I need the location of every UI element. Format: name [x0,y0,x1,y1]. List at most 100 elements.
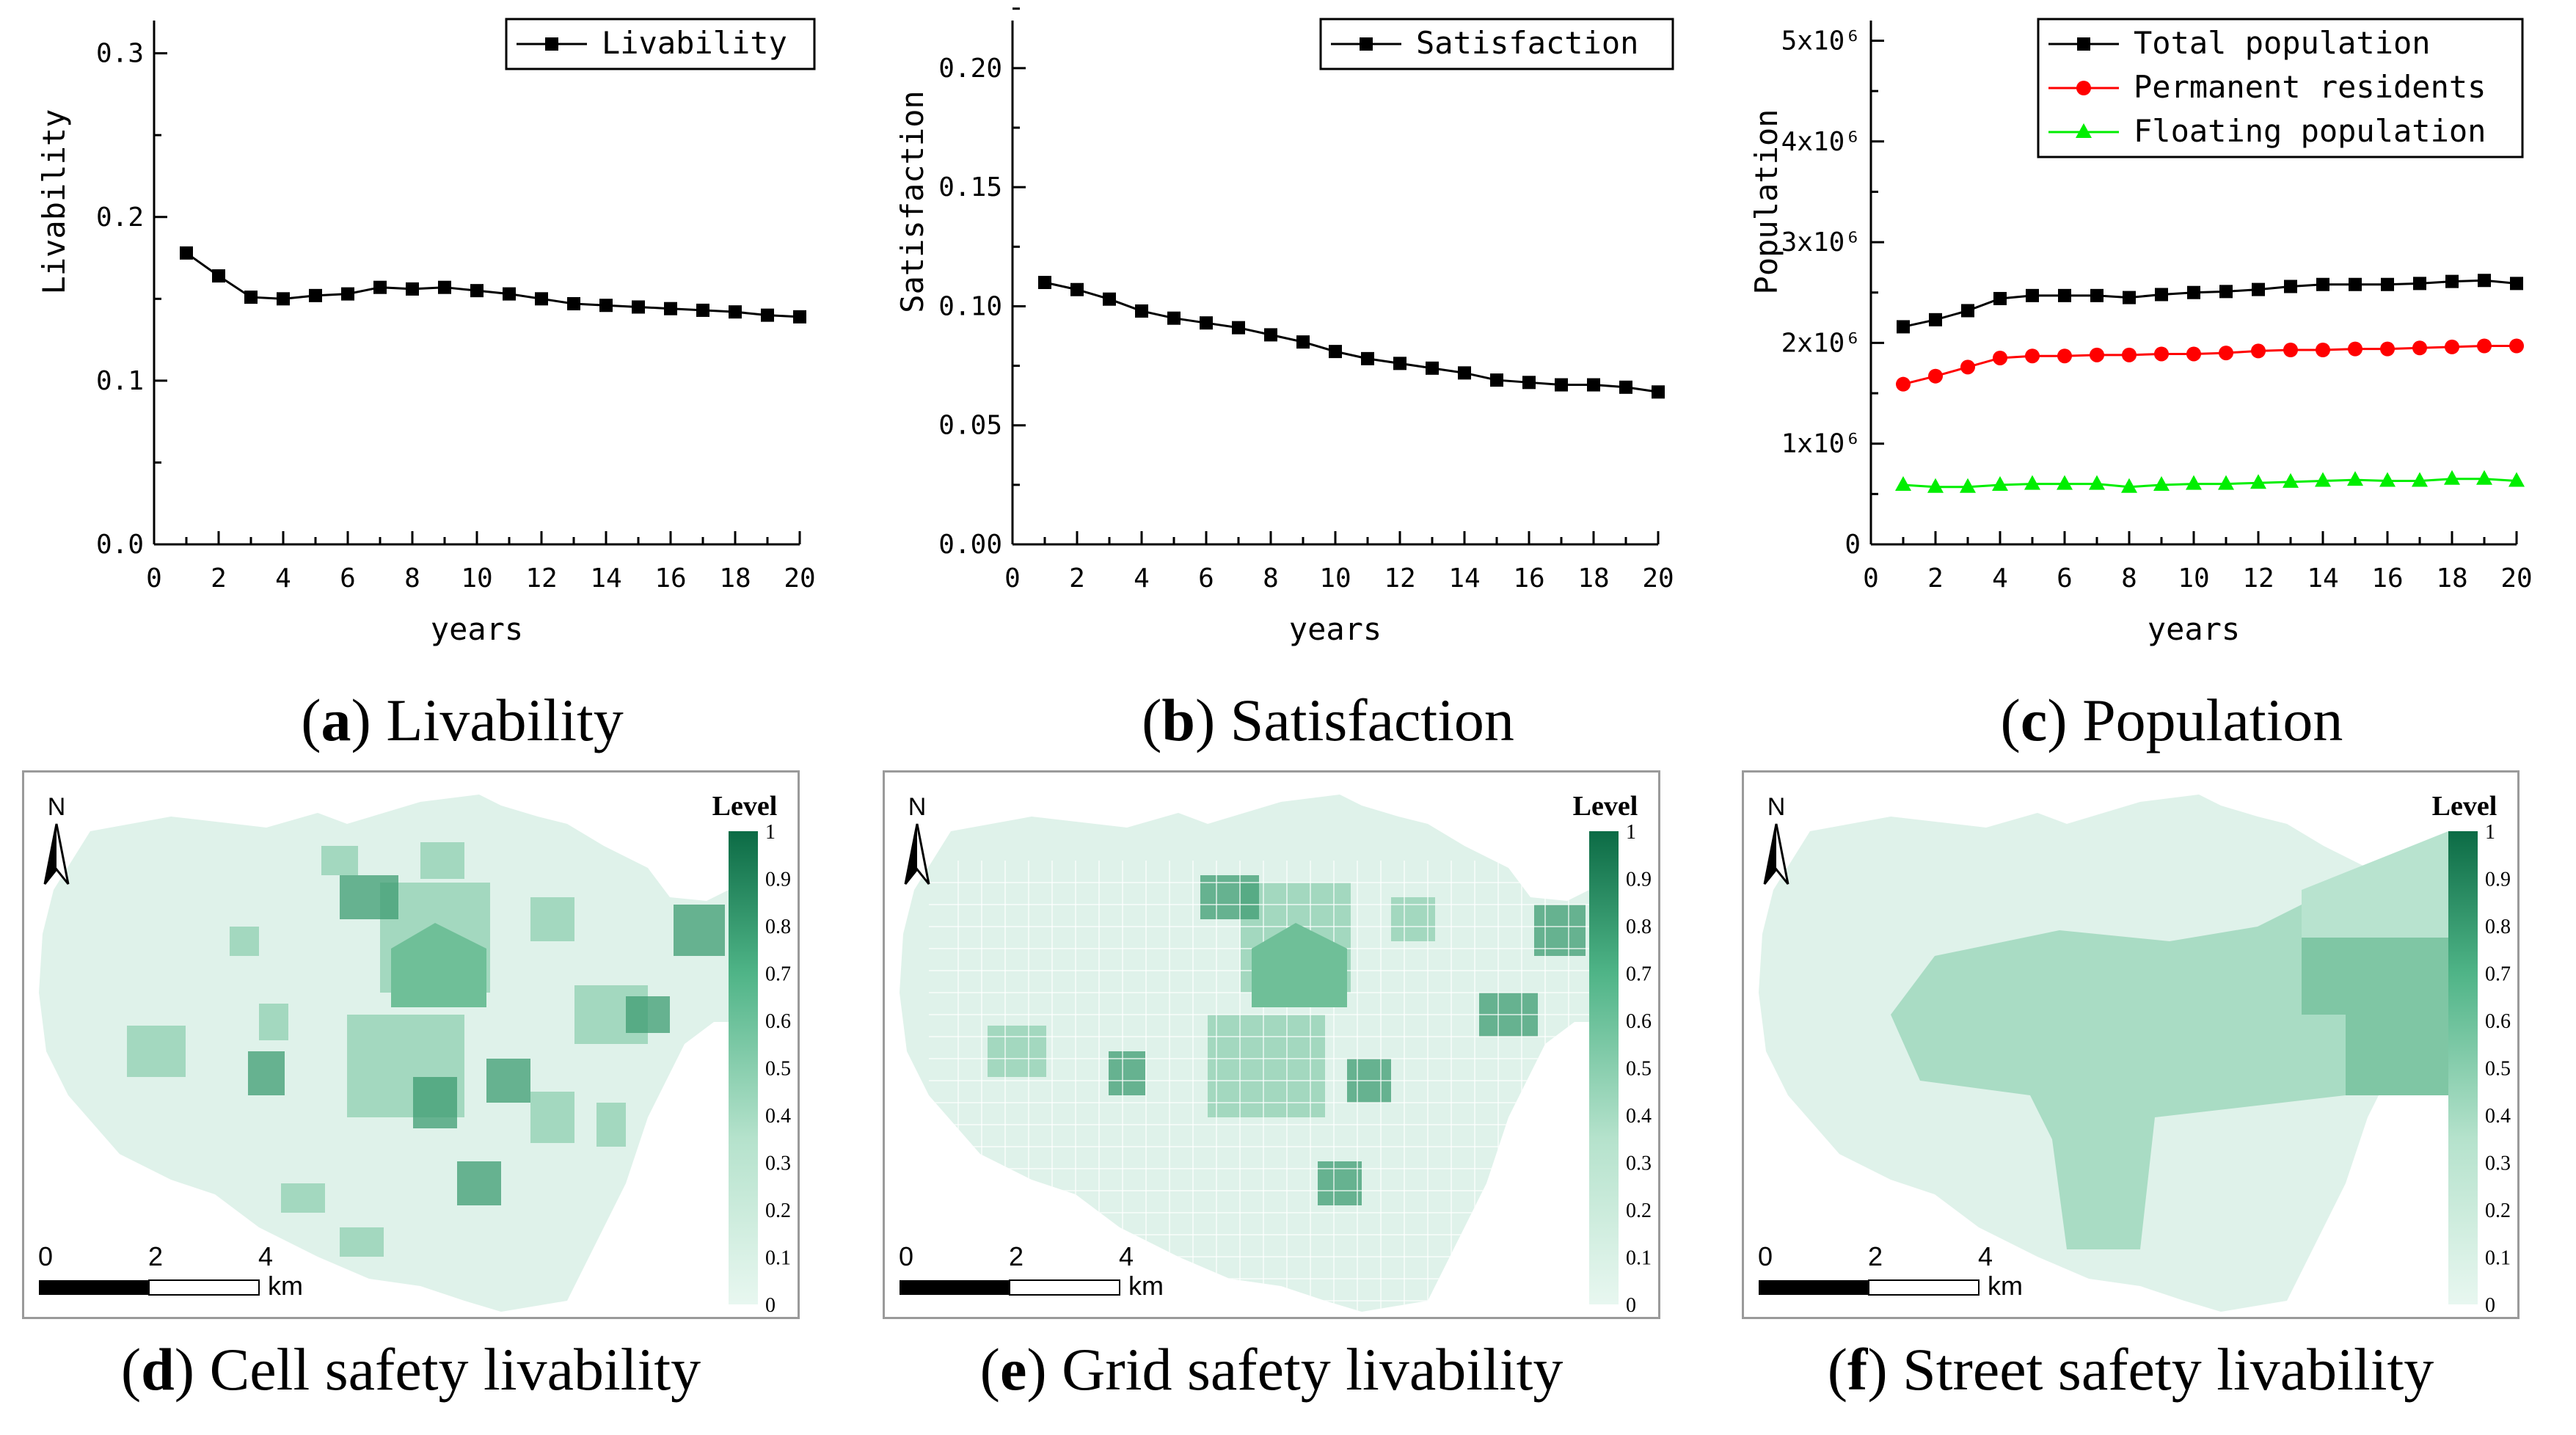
map-f-legend-tick: 0.8 [2485,916,2511,938]
chart-c-legend-label: Total population [2134,25,2431,61]
map-f-scale-unit: km [1988,1271,2023,1301]
panel-c: 0 2 4 6 8 10 12 14 16 18 20 0 1x10⁶ 2x10⁶ 3x10⁶ 4x10⁶ 5x… [1717,0,2576,660]
map-d-cell-cluster [420,842,464,879]
map-e-legend-colorbar [1589,831,1619,1304]
chart-c-x-tick-label: 0 [1863,563,1879,594]
map-d-legend-tick: 0.8 [765,916,791,938]
map-d-legend-tick: 1 [765,821,776,844]
map-d-cell-cluster [230,927,259,956]
chart-c-data-point [2153,475,2170,491]
map-street-safety: N Level 0 0.1 0.2 0.3 0.4 0.5 0.6 0.7 0.8 0.9 1 0 2 4 km [1742,770,2520,1319]
chart-b-y-tick-label: 0.20 [938,54,1002,84]
chart-a-data-point [793,310,806,324]
chart-c-data-point [2445,274,2459,288]
map-e-scale-unit: km [1128,1271,1164,1301]
map-e-legend-tick: 0.7 [1626,963,1652,986]
caption-d-text: Cell safety livability [209,1336,701,1403]
map-e-grid-cluster [1109,1051,1145,1095]
map-e-legend-tick: 0.3 [1626,1153,1652,1175]
chart-c-data-point [2250,474,2266,489]
map-d-legend-tick: 0.4 [765,1105,791,1128]
chart-c-data-point [2412,472,2428,487]
map-f-scale-label: 0 [1758,1241,1773,1271]
map-f-legend-colorbar [2448,831,2478,1304]
caption-a: (a) Livability [301,687,624,753]
chart-c-x-tick-label: 10 [2178,563,2209,594]
chart-c-data-point [2348,341,2362,357]
map-d-scale-label: 4 [258,1241,273,1271]
chart-b-x-tick-label: 8 [1263,563,1279,594]
chart-c-data-point [2186,346,2201,362]
chart-b-data-point [1426,361,1439,375]
chart-c-x-tick-label: 14 [2307,563,2338,594]
chart-a-data-point [599,299,613,313]
map-f-legend-tick: 0.6 [2485,1010,2511,1033]
chart-b-data-point [1619,380,1632,394]
map-d-cell-cluster [486,1059,530,1103]
panel-a: 0 2 4 6 8 10 12 14 16 18 20 0.0 0.1 0.2 0.3 years Livabi… [0,0,858,660]
chart-b-data-point [1232,321,1245,335]
map-e-north-label: N [908,793,927,821]
chart-b-data-point [1329,345,1342,359]
map-d-cell-cluster [127,1026,186,1077]
map-d-svg: N Level 0 0.1 0.2 0.3 0.4 0.5 0.6 0.7 0.8 0.9 1 0 2 4km [38,791,791,1317]
chart-a-data-point [761,308,774,322]
map-e-north-arrow-fill-icon [905,824,917,884]
chart-c-data-point [2412,340,2427,356]
map-d-north-label: N [48,793,66,821]
chart-a-data-point [567,297,580,311]
chart-b-legend-marker [1360,37,1373,51]
chart-c-data-point [2349,277,2362,291]
map-e-legend-tick: 0.8 [1626,916,1652,938]
map-d-legend-colorbar [729,831,758,1304]
chart-b-data-point [1264,328,1277,342]
chart-population: 0 2 4 6 8 10 12 14 16 18 20 0 1x10⁶ 2x10⁶ 3x10⁶ 4x10⁶ 5x… [1748,18,2533,647]
chart-a-x-tick-label: 0 [146,563,162,594]
chart-b-x-tick-label: 12 [1384,563,1415,594]
chart-c-y-tick-label: 2x10⁶ [1781,328,1861,358]
chart-c-data-point [2252,282,2265,296]
chart-a-data-point [729,305,742,319]
chart-c-data-point [1929,313,1942,326]
chart-b-legend-label: Satisfaction [1416,25,1638,61]
chart-b-data-point [1458,366,1471,380]
chart-b-x-tick-label: 16 [1513,563,1544,594]
chart-c-data-point [2284,280,2297,293]
chart-b-data-point [1555,378,1568,392]
chart-b-data-point [1490,373,1503,387]
chart-a-y-tick-label: 0.2 [96,202,144,233]
chart-c-x-tick-label: 12 [2242,563,2274,594]
map-d-legend-tick: 0.9 [765,869,791,891]
chart-a-data-point [277,292,290,306]
map-cell-safety: N Level 0 0.1 0.2 0.3 0.4 0.5 0.6 0.7 0.8 0.9 1 0 2 4 km [22,770,800,1319]
map-e-scale-label: 2 [1009,1241,1024,1271]
chart-c-data-point [2186,475,2202,490]
map-f-legend-tick: 0.3 [2485,1153,2511,1175]
chart-a-data-point [632,300,645,314]
map-e-scale-label: 0 [899,1241,913,1271]
chart-c-data-point [2090,288,2104,302]
chart-a-data-point [373,280,387,294]
map-d-cell-cluster [530,897,574,941]
chart-c-data-point [1960,359,1975,375]
chart-c-x-tick-label: 2 [1927,563,1944,594]
chart-c-y-tick-label: 0 [1845,530,1861,560]
chart-c-data-point [2283,472,2299,488]
map-d-scale-unit: km [268,1271,303,1301]
chart-a-legend-label: Livability [602,25,787,61]
map-d-scale-bar-black [39,1280,149,1295]
chart-a-data-point [535,292,548,306]
chart-satisfaction: 0 2 4 6 8 10 12 14 16 18 20 0.00 0.05 0.10 0.15 0.20 yea… [894,7,1674,647]
map-d-cell-cluster [596,1103,626,1147]
chart-livability: 0 2 4 6 8 10 12 14 16 18 20 0.0 0.1 0.2 0.3 years Livabi… [36,18,816,647]
chart-c-data-point [2155,288,2168,302]
chart-a-x-tick-label: 12 [525,563,557,594]
map-f-legend-tick: 0.1 [2485,1247,2511,1270]
chart-a-data-point [438,280,451,294]
map-f-district-mid [1891,905,2346,1249]
map-d-cell-cluster [530,1092,574,1143]
chart-c-data-point [2283,342,2298,357]
caption-e: (e) Grid safety livability [979,1336,1564,1403]
chart-b-x-tick-label: 14 [1448,563,1480,594]
chart-c-y-tick-label: 4x10⁶ [1781,127,1861,157]
